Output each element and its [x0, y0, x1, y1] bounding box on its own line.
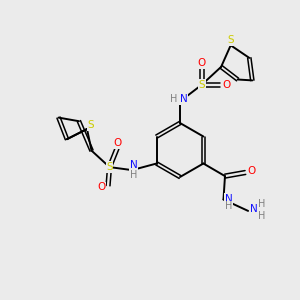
- Text: N: N: [225, 194, 233, 204]
- Text: H: H: [170, 94, 177, 104]
- Text: S: S: [87, 120, 94, 130]
- Text: S: S: [198, 80, 205, 90]
- Text: H: H: [225, 201, 233, 211]
- Text: H: H: [258, 211, 265, 221]
- Text: O: O: [197, 58, 206, 68]
- Text: O: O: [222, 80, 230, 90]
- Text: H: H: [258, 199, 265, 209]
- Text: H: H: [130, 169, 137, 180]
- Text: S: S: [227, 35, 234, 45]
- Text: S: S: [106, 162, 113, 172]
- Text: O: O: [97, 182, 106, 192]
- Text: N: N: [180, 94, 188, 104]
- Text: O: O: [247, 166, 256, 176]
- Text: O: O: [113, 138, 121, 148]
- Text: N: N: [250, 204, 258, 214]
- Text: N: N: [130, 160, 137, 170]
